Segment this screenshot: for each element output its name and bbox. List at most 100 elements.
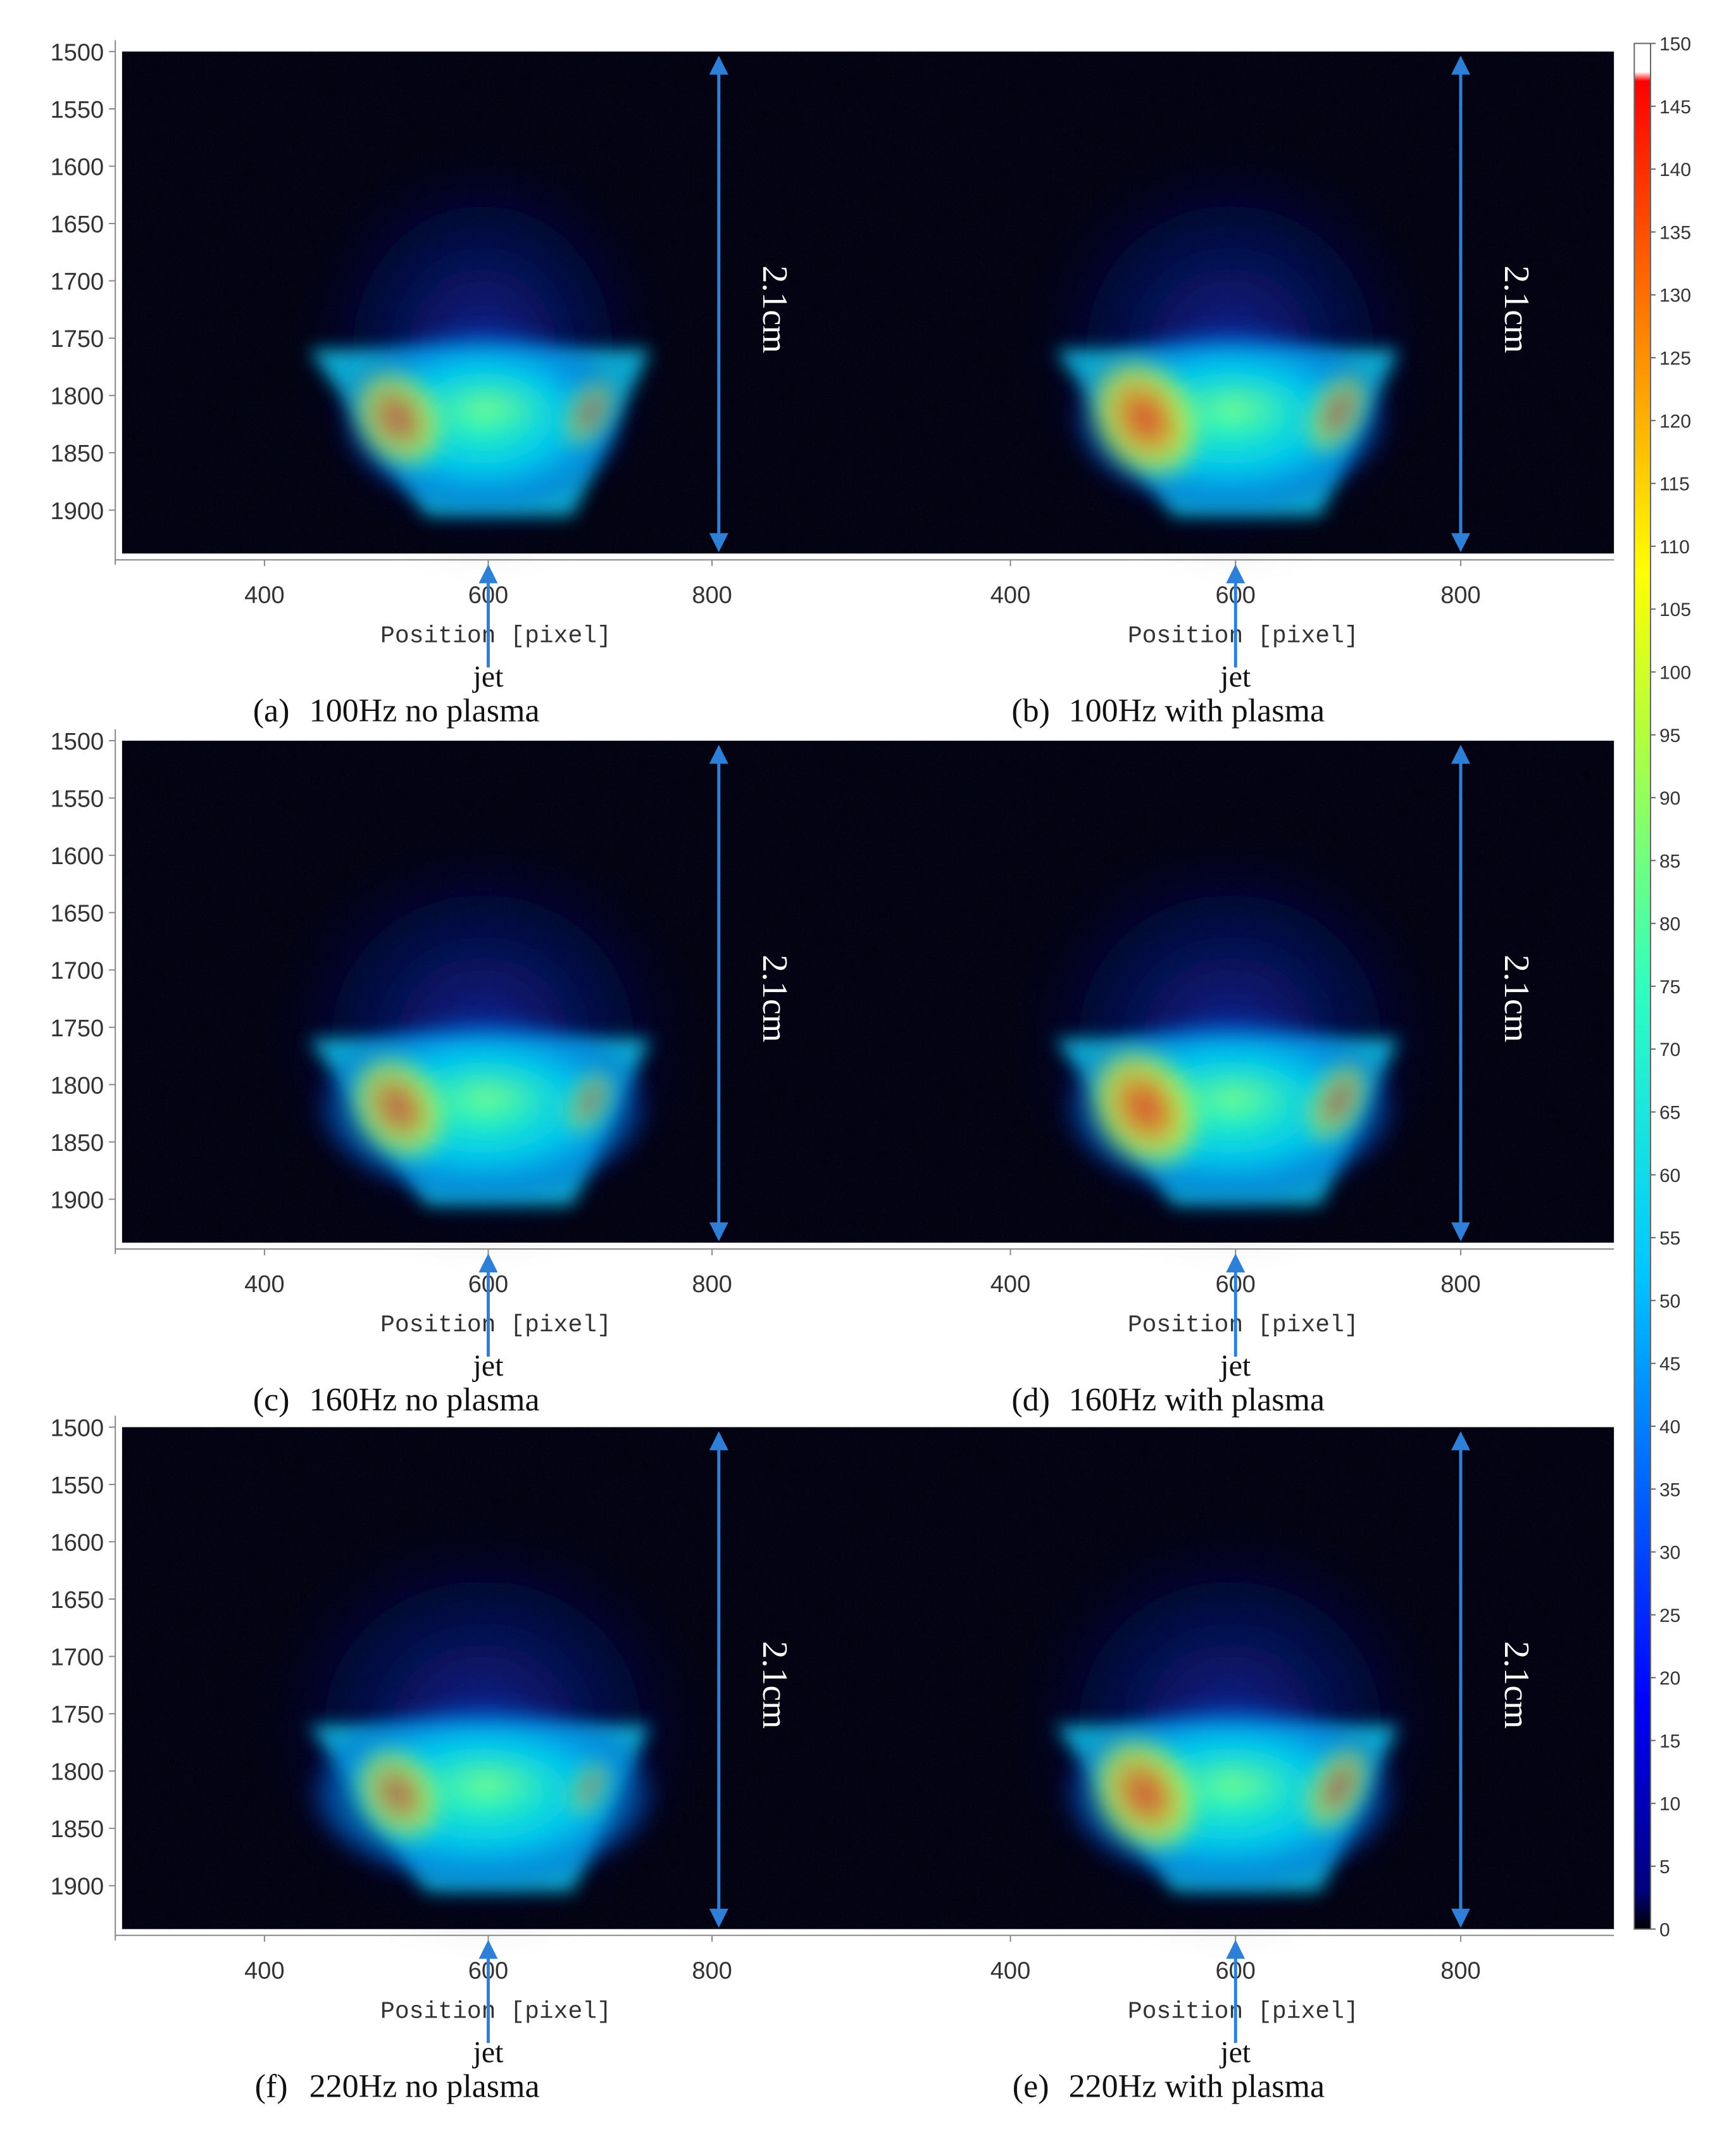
x-tick-label: 800 [692, 1957, 732, 1984]
caption-b: (b) 100Hz with plasma [1011, 693, 1325, 729]
y-tick-label: 1550 [51, 97, 104, 123]
x-axis-title: Position [pixel] [380, 622, 611, 650]
colorbar-tick-label: 80 [1659, 914, 1680, 935]
y-tick-label: 1750 [51, 1015, 104, 1042]
x-tick-label: 400 [990, 582, 1030, 608]
jet-label: jet [471, 1349, 504, 1383]
colorbar-tick-label: 95 [1659, 725, 1680, 746]
y-tick-label: 1550 [51, 1472, 104, 1499]
colorbar-tick-label: 105 [1659, 599, 1691, 620]
caption-letter: (e) [1013, 2068, 1049, 2104]
colorbar-tick-label: 20 [1659, 1668, 1680, 1689]
x-tick-label: 800 [1440, 1957, 1480, 1984]
colorbar-tick-label: 145 [1659, 97, 1691, 118]
colorbar-tick-label: 0 [1659, 1919, 1670, 1940]
y-tick-label: 1900 [51, 1874, 104, 1900]
x-tick-label: 800 [692, 1271, 732, 1298]
dimension-label: 2.1cm [755, 955, 794, 1042]
y-tick-label: 1500 [51, 39, 104, 66]
y-tick-label: 1800 [51, 1759, 104, 1786]
hotspot-right [557, 373, 621, 453]
colorbar-tick-label: 60 [1659, 1165, 1680, 1186]
y-tick-label: 1650 [51, 1587, 104, 1614]
jet-label: jet [471, 2035, 504, 2069]
jet-label: jet [471, 660, 504, 693]
caption-text: 100Hz no plasma [309, 693, 540, 729]
jet-label: jet [1219, 2035, 1251, 2069]
colorbar-tick-label: 55 [1659, 1228, 1680, 1249]
warm-center [412, 1747, 565, 1817]
hotspot-right [559, 1064, 619, 1139]
x-axis-title: Position [pixel] [1128, 1312, 1359, 1339]
colorbar-tick-label: 125 [1659, 348, 1691, 369]
hotspot-right [1299, 366, 1375, 460]
caption-text: 100Hz with plasma [1069, 693, 1325, 729]
caption-letter: (a) [253, 693, 290, 729]
colorbar-tick-label: 100 [1659, 662, 1691, 683]
y-tick-label: 1850 [51, 1130, 104, 1157]
dimension-label: 2.1cm [755, 1641, 794, 1728]
warm-center [1159, 1061, 1312, 1131]
colorbar-tick-label: 35 [1659, 1479, 1680, 1500]
caption-c: (c) 160Hz no plasma [253, 1382, 540, 1418]
colorbar-tick-label: 15 [1659, 1731, 1680, 1752]
colorbar-tick-label: 50 [1659, 1291, 1680, 1312]
colorbar-tick-label: 150 [1659, 34, 1691, 55]
warm-center [412, 1061, 565, 1131]
x-tick-label: 400 [244, 582, 284, 608]
colorbar-bar [1633, 42, 1651, 1930]
caption-letter: (d) [1011, 1382, 1050, 1418]
y-tick-label: 1850 [51, 1816, 104, 1843]
caption-text: 220Hz with plasma [1069, 2068, 1325, 2104]
y-tick-label: 1500 [51, 729, 104, 755]
colorbar-tick-label: 90 [1659, 788, 1680, 809]
dimension-label: 2.1cm [1497, 265, 1536, 353]
y-tick-label: 1700 [51, 1645, 104, 1671]
caption-letter: (c) [253, 1382, 290, 1418]
hotspot-left [1083, 351, 1208, 486]
colorbar-tick-label: 40 [1659, 1417, 1680, 1438]
panel-c: 2.1cm [122, 741, 868, 1248]
caption-e: (e) 220Hz with plasma [1013, 2068, 1325, 2104]
x-axis-title: Position [pixel] [380, 1998, 611, 2025]
y-tick-label: 1800 [51, 1072, 104, 1099]
hotspot-right [1299, 1055, 1375, 1149]
x-tick-label: 800 [1440, 582, 1480, 608]
colorbar-tick-label: 75 [1659, 977, 1680, 998]
dimension-label: 2.1cm [1497, 955, 1536, 1042]
y-tick-label: 1650 [51, 211, 104, 238]
dimension-label: 2.1cm [1497, 1641, 1536, 1728]
x-tick-label: 800 [1440, 1271, 1480, 1298]
y-tick-label: 1650 [51, 901, 104, 927]
y-tick-label: 1600 [51, 1529, 104, 1556]
y-tick-label: 1600 [51, 154, 104, 181]
x-tick-label: 400 [244, 1271, 284, 1298]
colorbar-tick-label: 10 [1659, 1794, 1680, 1815]
colorbar-tick-label: 30 [1659, 1543, 1680, 1564]
warm-center [1159, 1747, 1312, 1817]
x-tick-label: 800 [692, 582, 732, 608]
caption-f: (f) 220Hz no plasma [255, 2068, 540, 2104]
panel-e: 2.1cm [868, 1427, 1614, 1935]
colorbar-tick-label: 120 [1659, 411, 1691, 432]
y-tick-label: 1700 [51, 269, 104, 296]
caption-text: 160Hz no plasma [309, 1382, 540, 1418]
caption-text: 160Hz with plasma [1069, 1382, 1325, 1418]
caption-d: (d) 160Hz with plasma [1011, 1382, 1325, 1418]
y-tick-label: 1900 [51, 498, 104, 525]
colorbar-tick-label: 140 [1659, 160, 1691, 180]
y-tick-label: 1750 [51, 326, 104, 353]
colorbar-tick-label: 45 [1659, 1354, 1680, 1375]
hotspot-right [1297, 1739, 1377, 1838]
warm-center [412, 372, 565, 442]
y-tick-label: 1550 [51, 786, 104, 813]
y-tick-label: 1750 [51, 1702, 104, 1728]
y-tick-label: 1800 [51, 384, 104, 410]
y-tick-label: 1700 [51, 958, 104, 984]
caption-letter: (f) [255, 2068, 288, 2104]
colorbar-tick-label: 110 [1659, 537, 1690, 558]
y-tick-label: 1600 [51, 843, 104, 870]
